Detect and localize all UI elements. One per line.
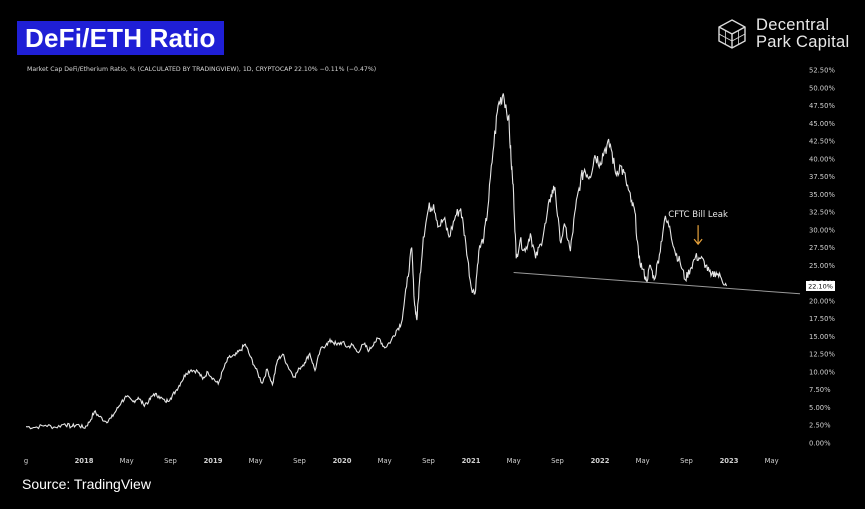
defi-eth-ratio-chart: Market Cap DeFi/Etherium Ratio, % (CALCU… <box>24 66 836 465</box>
x-tick-label: 2019 <box>204 457 223 465</box>
y-tick-label: 35.00% <box>809 191 835 199</box>
x-tick-label: May <box>636 457 650 465</box>
annotation-cftc: CFTC Bill Leak <box>668 210 728 246</box>
y-tick-label: 32.50% <box>809 209 835 217</box>
x-tick-label: 2022 <box>591 457 610 465</box>
y-tick-label: 47.50% <box>809 102 835 110</box>
series-line-defi-eth <box>25 93 728 430</box>
chart-container: Market Cap DeFi/Etherium Ratio, % (CALCU… <box>0 60 865 470</box>
y-tick-label: 17.50% <box>809 315 835 323</box>
title-box: DeFi/ETH Ratio <box>17 21 224 55</box>
annotation-arrow-icon <box>693 238 703 246</box>
x-tick-label: May <box>378 457 392 465</box>
y-tick-label: 42.50% <box>809 138 835 146</box>
trendline <box>513 271 801 295</box>
x-tick-label: g <box>24 457 28 465</box>
y-tick-label: 27.50% <box>809 244 835 252</box>
x-tick-label: May <box>120 457 134 465</box>
y-tick-label: 20.00% <box>809 297 835 305</box>
x-tick-label: Sep <box>293 457 306 465</box>
y-tick-label: 0.00% <box>809 440 831 448</box>
y-tick-label: 12.50% <box>809 351 835 359</box>
y-tick-label: 52.50% <box>809 67 835 75</box>
y-tick-label: 50.00% <box>809 84 835 92</box>
y-tick-label: 5.00% <box>809 404 831 412</box>
x-tick-label: 2023 <box>720 457 739 465</box>
x-tick-label: Sep <box>164 457 177 465</box>
x-axis: g 2018 May Sep 2019 May Sep 2020 May Sep 2021 May Se… <box>24 457 779 465</box>
x-tick-label: May <box>765 457 779 465</box>
legend-text: Market Cap DeFi/Etherium Ratio, % (CALCU… <box>27 66 376 73</box>
x-tick-label: 2018 <box>75 457 94 465</box>
source-caption: Source: TradingView <box>22 476 151 492</box>
x-tick-label: Sep <box>680 457 693 465</box>
y-tick-label: 2.50% <box>809 422 831 430</box>
x-tick-label: 2020 <box>333 457 352 465</box>
y-axis: 52.50% 50.00% 47.50% 45.00% 42.50% 40.00% 37.5… <box>809 67 835 448</box>
last-value-label: 22.10% <box>808 282 833 290</box>
y-tick-label: 30.00% <box>809 226 835 234</box>
page-title: DeFi/ETH Ratio <box>25 22 216 53</box>
y-tick-label: 15.00% <box>809 333 835 341</box>
y-tick-label: 25.00% <box>809 262 835 270</box>
last-value-marker: 22.10% <box>806 280 835 291</box>
cube-icon <box>718 19 746 49</box>
x-tick-label: May <box>249 457 263 465</box>
y-tick-label: 37.50% <box>809 173 835 181</box>
x-tick-label: May <box>507 457 521 465</box>
brand-name-line2: Park Capital <box>756 33 850 51</box>
brand-logo: Decentral Park Capital <box>716 17 849 51</box>
x-tick-label: 2021 <box>462 457 481 465</box>
y-tick-label: 45.00% <box>809 120 835 128</box>
last-value-badge <box>806 280 835 291</box>
brand-name: Decentral Park Capital <box>756 17 849 51</box>
y-tick-label: 7.50% <box>809 386 831 394</box>
x-tick-label: Sep <box>422 457 435 465</box>
x-tick-label: Sep <box>551 457 564 465</box>
y-tick-label: 10.00% <box>809 368 835 376</box>
y-tick-label: 40.00% <box>809 155 835 163</box>
brand-name-line1: Decentral <box>756 16 830 34</box>
annotation-text: CFTC Bill Leak <box>668 210 728 220</box>
